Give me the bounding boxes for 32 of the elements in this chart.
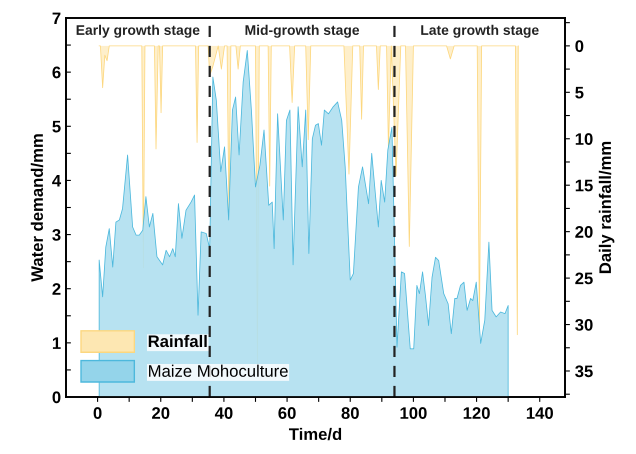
y-tick-label: 7 [52,12,60,24]
annotation: Mid-growth stage [246,24,360,38]
y2-tick-label: 25 [575,272,593,284]
x-tick-label: 120 [464,407,490,419]
x-tick-label: 140 [526,407,553,419]
x-tick-label: 0 [94,407,102,419]
annotation: Late growth stage [421,24,539,38]
legend-label: Maize Mohoculture [149,364,288,377]
legend-label: Rainfall [148,334,207,348]
x-tick-label: 40 [214,407,232,419]
y2-tick-label: 0 [575,40,584,52]
y-tick-label: 6 [52,66,61,78]
y2-tick-label: 15 [576,180,593,192]
x-tick-label: 80 [342,407,359,419]
y-tick-label: 1 [52,337,61,349]
x-axis-title: Time/d [288,428,342,440]
y2-tick-label: 35 [575,365,593,378]
y-tick-label: 4 [52,175,62,186]
y2-tick-label: 5 [575,86,584,99]
y-tick-label: 2 [52,283,60,295]
y-tick-label: 5 [52,120,61,132]
y2-tick-label: 30 [575,318,593,331]
y-axis-title: Water demand/mm [30,134,44,282]
y-tick-label: 3 [52,228,61,241]
y2-tick-label: 20 [575,226,593,238]
y2-axis-title: Daily rainfall/mm [598,142,614,274]
x-tick-label: 20 [152,407,170,419]
annotation: Early growth stage [76,24,200,38]
y-tick-label: 0 [52,391,60,404]
x-tick-label: 60 [278,407,296,419]
x-tick-label: 100 [400,407,427,419]
y2-tick-label: 10 [576,133,593,145]
